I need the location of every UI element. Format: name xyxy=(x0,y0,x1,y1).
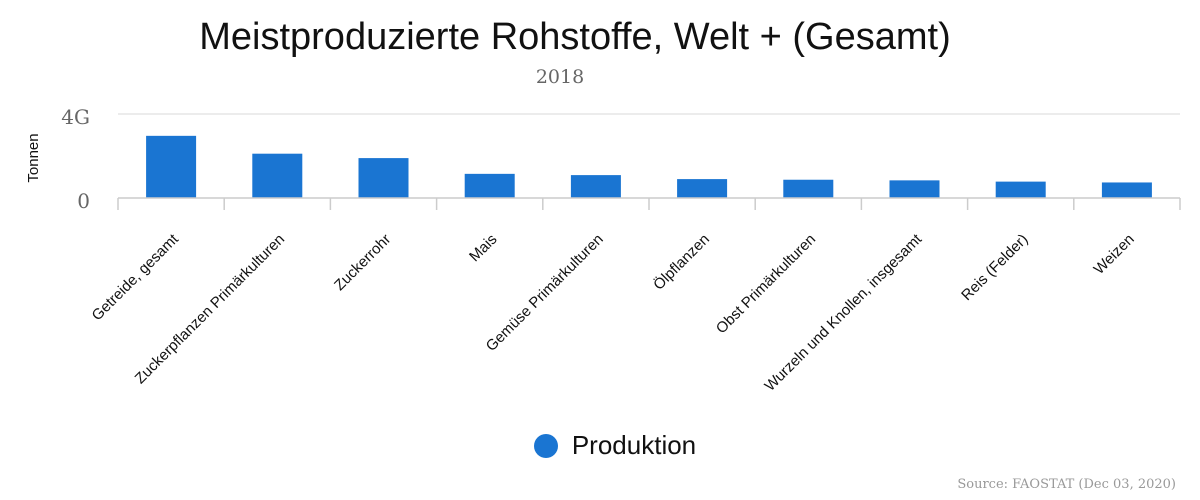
bars-group xyxy=(146,135,1152,198)
y-tick-label-zero: 0 xyxy=(77,189,90,213)
chart-title: Meistproduzierte Rohstoffe, Welt + (Gesa… xyxy=(199,16,951,58)
chart-subtitle: 2018 xyxy=(535,66,585,88)
legend: Produktion xyxy=(0,430,1200,461)
x-tick-label-5: Ölpflanzen xyxy=(649,230,712,293)
bar-7 xyxy=(889,180,940,198)
source-note: Source: FAOSTAT (Dec 03, 2020) xyxy=(957,477,1176,492)
x-tick-label-4: Gemüse Primärkulturen xyxy=(483,231,607,355)
bar-1 xyxy=(252,153,303,198)
bar-2 xyxy=(358,158,409,198)
x-tick-label-2: Zuckerrohr xyxy=(331,231,394,294)
x-tick-label-3: Mais xyxy=(466,231,500,265)
bar-4 xyxy=(570,175,621,198)
x-ticks-group xyxy=(117,198,1181,210)
x-tick-label-6: Obst Primärkulturen xyxy=(713,231,819,337)
x-tick-label-8: Reis (Felder) xyxy=(958,231,1031,304)
bar-5 xyxy=(677,179,728,198)
bar-8 xyxy=(995,181,1046,198)
bar-3 xyxy=(464,173,515,198)
x-tick-label-9: Weizen xyxy=(1091,231,1138,278)
bar-9 xyxy=(1101,182,1152,198)
legend-marker xyxy=(533,433,558,458)
legend-label: Produktion xyxy=(571,430,697,460)
bar-0 xyxy=(146,135,197,198)
y-axis-label: Tonnen xyxy=(25,133,42,182)
y-tick-label-top: 4G xyxy=(61,105,90,129)
x-tick-label-0: Getreide, gesamt xyxy=(89,230,183,324)
bar-chart: 4G 0 Tonnen Getreide, gesamtZuckerpflanz… xyxy=(25,105,1181,395)
bar-6 xyxy=(783,179,834,198)
